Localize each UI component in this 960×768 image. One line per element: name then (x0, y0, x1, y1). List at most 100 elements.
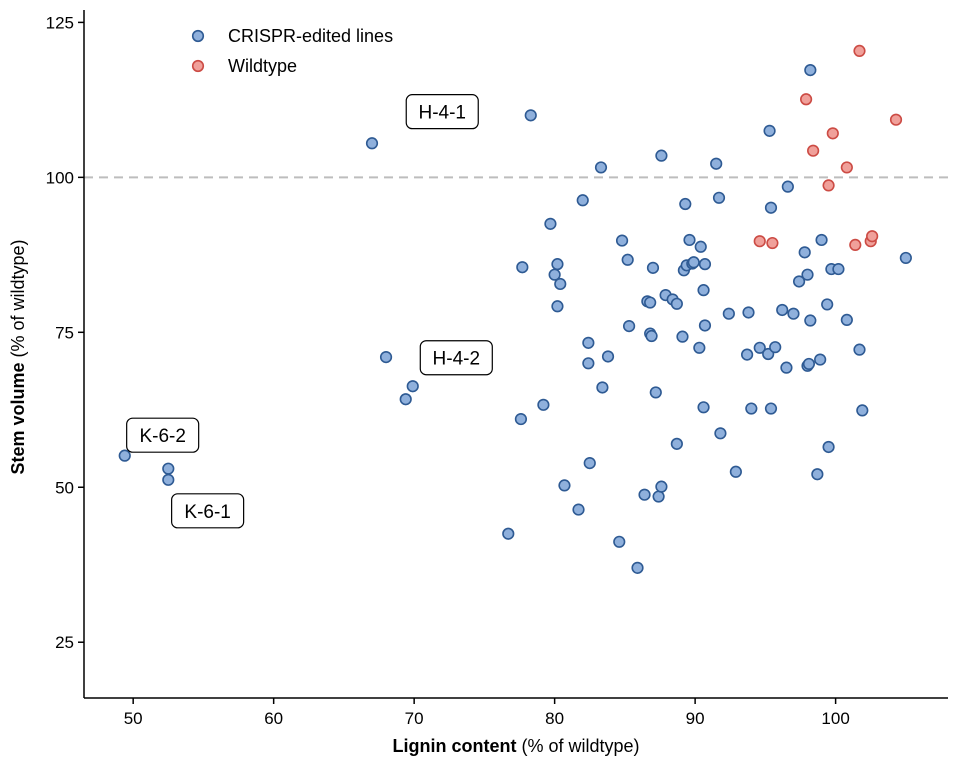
crispr-point (118, 449, 131, 462)
legend-label: Wildtype (228, 56, 297, 76)
crispr-point (899, 251, 912, 265)
crispr-point (524, 109, 537, 122)
legend-marker (191, 59, 205, 73)
crispr-point (365, 137, 379, 150)
wildtype-point (840, 161, 853, 174)
crispr-point (698, 258, 712, 271)
x-axis-title-unit: (% of wildtype) (516, 736, 639, 756)
crispr-point (558, 479, 571, 492)
annotation-box (405, 94, 479, 130)
crispr-point (544, 217, 557, 230)
crispr-point (714, 427, 727, 440)
crispr-point (712, 191, 726, 204)
crispr-point (670, 437, 683, 450)
crispr-point (379, 350, 393, 364)
wildtype-point (753, 235, 766, 248)
y-tick-label: 125 (46, 13, 74, 32)
crispr-point (514, 412, 528, 426)
annotation-label: K-6-2 (126, 417, 200, 453)
crispr-point (798, 246, 811, 259)
crispr-point (776, 303, 789, 317)
crispr-point (764, 402, 778, 415)
crispr-point (710, 157, 723, 170)
wildtype-point (766, 236, 779, 250)
y-tick-label: 25 (55, 633, 74, 652)
crispr-point (162, 473, 175, 486)
crispr-point (804, 64, 817, 77)
x-tick-label: 60 (264, 709, 283, 728)
y-axis-ticks: 25 50 75 100 125 (46, 13, 84, 652)
crispr-point (856, 404, 869, 417)
wildtype-point (866, 230, 879, 243)
y-axis-title: Stem volume (% of wildtype) (8, 239, 28, 474)
crispr-point (822, 440, 835, 454)
crispr-point (683, 233, 696, 247)
crispr-point (622, 320, 636, 333)
crispr-point (687, 256, 700, 269)
annotations: H-4-1 H-4-2 K-6-2 K-6-1 (126, 94, 493, 529)
crispr-point (764, 201, 778, 214)
crispr-point (631, 561, 644, 574)
annotation-label: H-4-2 (419, 340, 493, 376)
crispr-point (613, 535, 626, 548)
crispr-point (621, 253, 634, 266)
crispr-point (537, 398, 550, 411)
crispr-point (787, 307, 800, 320)
x-tick-label: 80 (545, 709, 564, 728)
y-axis-title-unit: (% of wildtype) (8, 239, 28, 362)
crispr-point (406, 380, 419, 393)
crispr-point (615, 234, 629, 247)
legend: CRISPR-edited lines Wildtype (191, 26, 393, 76)
crispr-point (652, 490, 665, 503)
crispr-point (594, 161, 608, 174)
annotation-box (171, 493, 245, 529)
crispr-point (502, 527, 515, 540)
y-axis-title-bold: Stem volume (8, 363, 28, 475)
crispr-point (694, 240, 707, 253)
wildtype-point (849, 238, 862, 252)
crispr-point (551, 258, 564, 271)
annotation-text: H-4-2 (433, 349, 481, 370)
crispr-point (516, 261, 529, 274)
crispr-point (832, 262, 845, 276)
crispr-point (780, 361, 793, 374)
y-tick-label: 100 (46, 168, 74, 187)
legend-marker (191, 29, 205, 43)
series-crispr (118, 64, 912, 574)
annotation-text: K-6-2 (139, 426, 185, 447)
annotation-text: H-4-1 (418, 103, 466, 124)
crispr-point (576, 194, 589, 207)
crispr-point (742, 306, 755, 319)
crispr-point (697, 401, 710, 414)
crispr-point (676, 330, 689, 343)
data-points (118, 44, 912, 574)
annotation-box (126, 417, 200, 453)
crispr-point (583, 456, 596, 470)
crispr-point (792, 275, 806, 288)
crispr-point (655, 149, 668, 162)
x-axis-ticks: 50 60 70 80 90 100 (124, 698, 850, 728)
wildtype-point (800, 93, 813, 106)
crispr-point (596, 381, 609, 394)
crispr-point (572, 503, 585, 516)
wildtype-point (889, 113, 903, 126)
crispr-point (802, 357, 816, 371)
crispr-point (646, 261, 660, 274)
crispr-point (801, 268, 814, 281)
crispr-point (814, 353, 827, 366)
wildtype-point (826, 127, 839, 140)
crispr-point (162, 462, 175, 475)
crispr-point (753, 341, 766, 354)
crispr-point (645, 329, 658, 343)
crispr-point (745, 402, 758, 415)
crispr-point (644, 296, 657, 309)
annotation-label: H-4-1 (405, 94, 479, 130)
crispr-point (697, 284, 710, 297)
crispr-point (582, 336, 595, 349)
crispr-point (638, 488, 651, 501)
crispr-point (781, 180, 794, 193)
x-tick-label: 70 (405, 709, 424, 728)
crispr-point (815, 233, 828, 247)
crispr-point (722, 307, 735, 320)
